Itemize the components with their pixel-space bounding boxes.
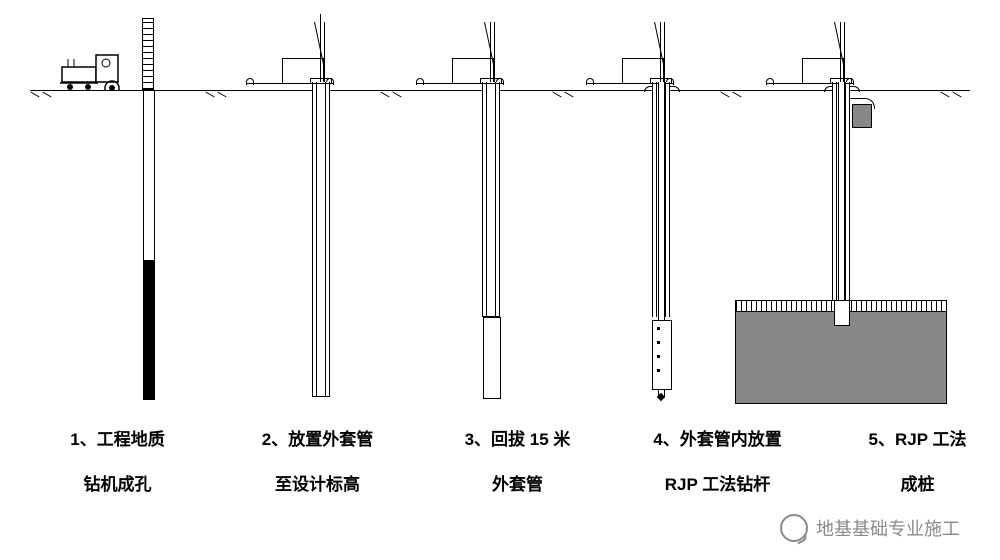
step-1-label-top: 1、工程地质 (40, 425, 195, 450)
outer-casing (482, 82, 500, 317)
step-4-label-top: 4、外套管内放置 (640, 425, 795, 450)
step-3 (420, 0, 585, 420)
outer-casing (312, 82, 330, 397)
step-1 (60, 0, 225, 420)
jet-head (652, 320, 672, 390)
ground-hatch (30, 91, 60, 99)
pile-section (483, 317, 501, 399)
wechat-icon (780, 514, 808, 542)
step-5 (770, 0, 935, 420)
step-5-label-top: 5、RJP 工法 (840, 425, 995, 450)
crawler-rig (60, 45, 140, 90)
drill-mast (142, 18, 154, 90)
step-2 (250, 0, 415, 420)
drill-fill (143, 260, 155, 400)
step-2-label-top: 2、放置外套管 (240, 425, 395, 450)
step-3-label-top: 3、回拔 15 米 (440, 425, 595, 450)
step-1-label-bottom: 钻机成孔 (40, 470, 195, 495)
step-2-label-bottom: 至设计标高 (240, 470, 395, 495)
step-5-label-bottom: 成桩 (840, 470, 995, 495)
watermark: 地基基础专业施工 (780, 514, 960, 542)
step-4-label-bottom: RJP 工法钻杆 (640, 470, 795, 495)
ground-hatch (940, 91, 970, 99)
rjp-drill-rod (838, 82, 845, 322)
step-4 (590, 0, 755, 420)
labels-area: 1、工程地质 2、放置外套管 3、回拔 15 米 4、外套管内放置 5、RJP … (0, 420, 1000, 495)
diagram-area (0, 0, 1000, 420)
jet-nozzle (834, 300, 850, 326)
step-3-label-bottom: 外套管 (440, 470, 595, 495)
watermark-text: 地基基础专业施工 (816, 515, 960, 541)
